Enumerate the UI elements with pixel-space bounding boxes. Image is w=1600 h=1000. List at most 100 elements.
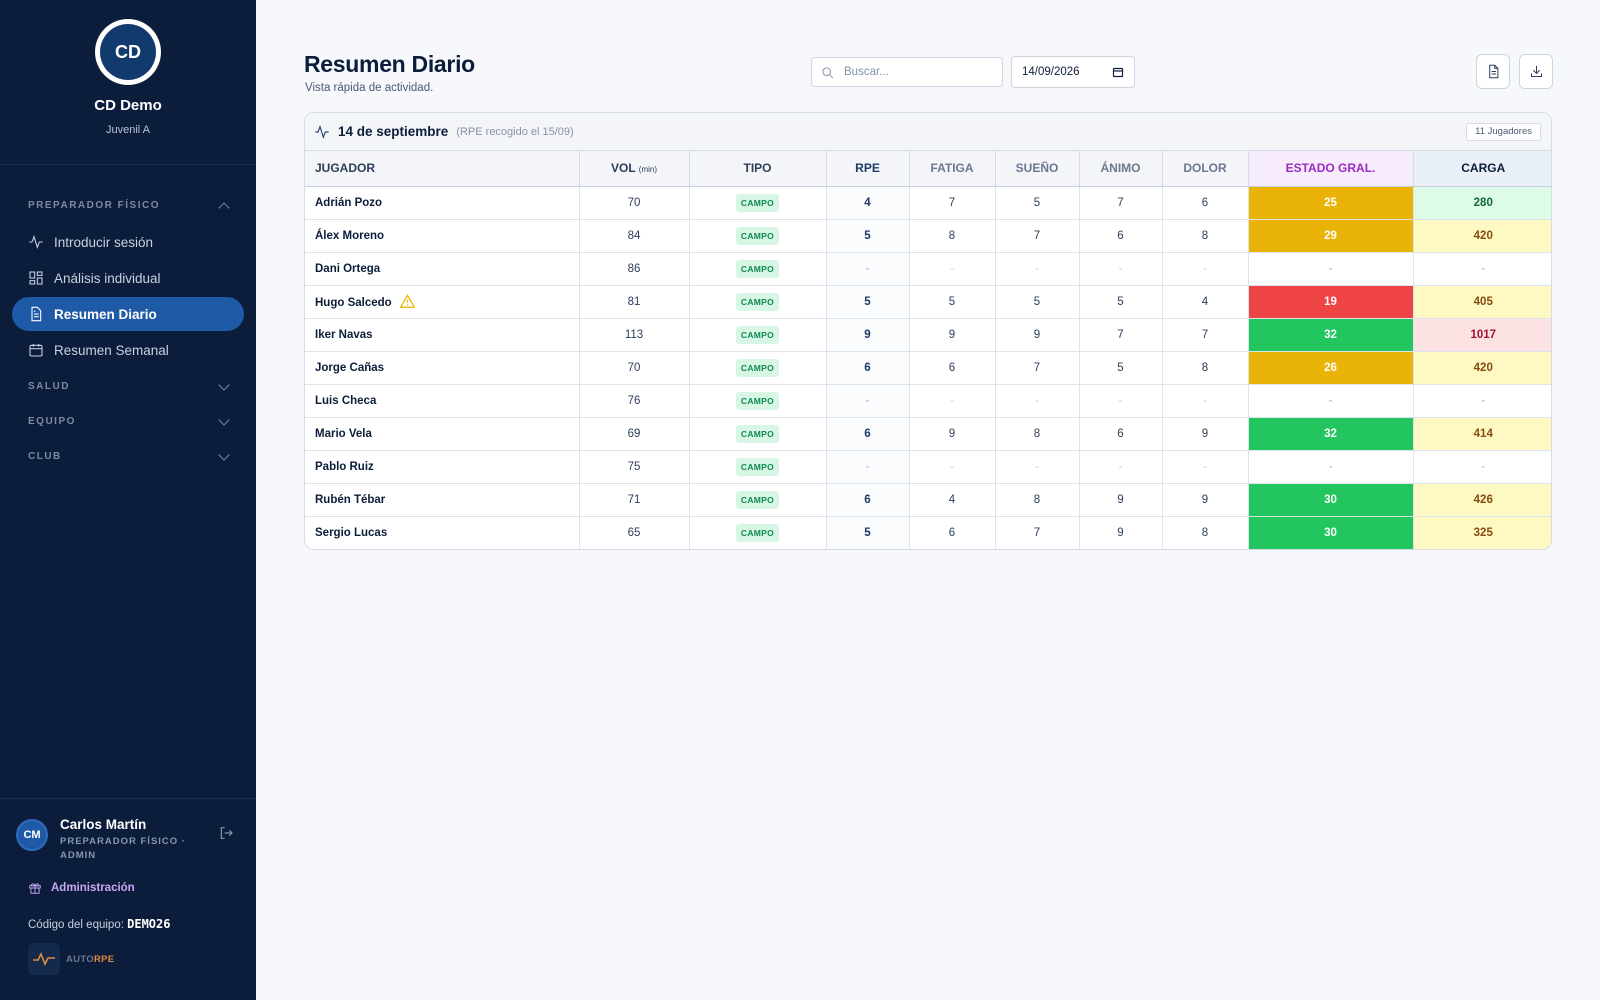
download-button[interactable] — [1519, 54, 1553, 89]
sidebar-item-resumen-diario[interactable]: Resumen Diario — [12, 297, 244, 331]
col-animo[interactable]: ÁNIMO — [1079, 151, 1163, 187]
col-rpe[interactable]: RPE — [826, 151, 910, 187]
col-jugador[interactable]: JUGADOR — [305, 151, 580, 187]
table-row[interactable]: Hugo Salcedo 81 CAMPO 5 5 5 5 4 19 405 — [305, 285, 1551, 319]
player-name-cell[interactable]: Mario Vela — [305, 417, 580, 451]
table-row[interactable]: Álex Moreno 84 CAMPO 5 8 7 6 8 29 420 — [305, 219, 1551, 253]
activity-icon — [315, 124, 329, 139]
table-row[interactable]: Adrián Pozo 70 CAMPO 4 7 5 7 6 25 280 — [305, 186, 1551, 220]
tipo-cell: CAMPO — [689, 318, 827, 352]
table-row[interactable]: Rubén Tébar 71 CAMPO 6 4 8 9 9 30 426 — [305, 483, 1551, 517]
table-row[interactable]: Luis Checa 76 CAMPO - - - - - - - — [305, 384, 1551, 418]
vol-cell: 75 — [579, 450, 690, 484]
tipo-cell: CAMPO — [689, 384, 827, 418]
col-carga[interactable]: CARGA — [1413, 151, 1551, 187]
col-fatiga[interactable]: FATIGA — [909, 151, 996, 187]
player-name: Hugo Salcedo — [315, 297, 392, 309]
search-box[interactable] — [811, 57, 1003, 87]
tipo-cell: CAMPO — [689, 186, 827, 220]
col-sueno[interactable]: SUEÑO — [995, 151, 1080, 187]
table-row[interactable]: Sergio Lucas 65 CAMPO 5 6 7 9 8 30 325 — [305, 516, 1551, 549]
animo-cell: 9 — [1079, 516, 1163, 549]
team-code-label: Código del equipo: — [28, 919, 124, 931]
carga-cell: - — [1413, 384, 1551, 418]
section-preparador[interactable]: PREPARADOR FÍSICO — [0, 188, 256, 223]
sidebar-item-resumen-semanal[interactable]: Resumen Semanal — [12, 333, 244, 367]
date-picker[interactable]: 14/09/2026 — [1011, 56, 1135, 88]
page-title: Resumen Diario — [304, 51, 475, 77]
player-name-cell[interactable]: Álex Moreno — [305, 219, 580, 253]
admin-link-label: Administración — [51, 882, 135, 894]
rpe-cell: - — [826, 450, 910, 484]
table-row[interactable]: Mario Vela 69 CAMPO 6 9 8 6 9 32 414 — [305, 417, 1551, 451]
player-name-cell[interactable]: Rubén Tébar — [305, 483, 580, 517]
animo-cell: 7 — [1079, 318, 1163, 352]
fatiga-cell: 7 — [909, 186, 996, 220]
player-name-cell[interactable]: Hugo Salcedo — [305, 285, 580, 319]
carga-cell: 1017 — [1413, 318, 1551, 352]
section-salud[interactable]: SALUD — [0, 369, 256, 404]
player-name-cell[interactable]: Luis Checa — [305, 384, 580, 418]
pdf-report-button[interactable] — [1476, 54, 1510, 89]
player-name-cell[interactable]: Dani Ortega — [305, 252, 580, 286]
session-type-badge: CAMPO — [735, 358, 780, 377]
vol-cell: 84 — [579, 219, 690, 253]
tipo-cell: CAMPO — [689, 516, 827, 549]
tipo-cell: CAMPO — [689, 219, 827, 253]
col-tipo[interactable]: TIPO — [689, 151, 827, 187]
chevron-down-icon — [218, 413, 230, 426]
session-type-badge: CAMPO — [735, 325, 780, 344]
document-icon — [31, 306, 42, 322]
col-vol[interactable]: VOL (min) — [579, 151, 690, 187]
rpe-cell: 6 — [826, 483, 910, 517]
rpe-cell: 4 — [826, 186, 910, 220]
vol-cell: 71 — [579, 483, 690, 517]
vol-cell: 70 — [579, 186, 690, 220]
sidebar-item-analisis-individual[interactable]: Análisis individual — [12, 261, 244, 295]
logout-icon[interactable] — [218, 825, 234, 841]
sidebar-item-introducir-sesion[interactable]: Introducir sesión — [12, 225, 244, 259]
calendar-icon[interactable] — [1112, 66, 1124, 78]
section-club[interactable]: CLUB — [0, 439, 256, 474]
estado-cell: 26 — [1248, 351, 1414, 385]
rpe-cell: 6 — [826, 351, 910, 385]
section-equipo-label: EQUIPO — [28, 416, 76, 427]
estado-cell: 30 — [1248, 483, 1414, 517]
player-name-cell[interactable]: Adrián Pozo — [305, 186, 580, 220]
table-row[interactable]: Jorge Cañas 70 CAMPO 6 6 7 5 8 26 420 — [305, 351, 1551, 385]
sueno-cell: 8 — [995, 483, 1080, 517]
section-equipo[interactable]: EQUIPO — [0, 404, 256, 439]
estado-cell: 25 — [1248, 186, 1414, 220]
player-name: Pablo Ruiz — [315, 460, 374, 473]
sueno-cell: 9 — [995, 318, 1080, 352]
fatiga-cell: 6 — [909, 516, 996, 549]
player-name-cell[interactable]: Jorge Cañas — [305, 351, 580, 385]
player-name-cell[interactable]: Iker Navas — [305, 318, 580, 352]
chevron-down-icon — [218, 448, 230, 461]
estado-cell: 29 — [1248, 219, 1414, 253]
table-row[interactable]: Iker Navas 113 CAMPO 9 9 9 7 7 32 1017 — [305, 318, 1551, 352]
estado-cell: 19 — [1248, 285, 1414, 319]
page-subtitle: Vista rápida de actividad. — [305, 82, 434, 94]
search-input[interactable] — [844, 66, 994, 78]
carga-cell: 280 — [1413, 186, 1551, 220]
admin-link[interactable]: Administración — [28, 881, 240, 895]
table-row[interactable]: Dani Ortega 86 CAMPO - - - - - - - — [305, 252, 1551, 286]
player-name-cell[interactable]: Pablo Ruiz — [305, 450, 580, 484]
carga-cell: - — [1413, 252, 1551, 286]
animo-cell: 6 — [1079, 219, 1163, 253]
player-name: Sergio Lucas — [315, 526, 388, 539]
player-name-cell[interactable]: Sergio Lucas — [305, 516, 580, 549]
user-panel: CM Carlos Martín PREPARADOR FÍSICO · ADM… — [0, 798, 256, 993]
player-name: Luis Checa — [315, 394, 377, 407]
col-estado[interactable]: ESTADO GRAL. — [1248, 151, 1414, 187]
col-dolor[interactable]: DOLOR — [1162, 151, 1249, 187]
player-name: Iker Navas — [315, 328, 373, 341]
table-row[interactable]: Pablo Ruiz 75 CAMPO - - - - - - - — [305, 450, 1551, 484]
player-name: Mario Vela — [315, 427, 372, 440]
player-name: Adrián Pozo — [315, 196, 383, 209]
fatiga-cell: 9 — [909, 318, 996, 352]
grid-icon — [29, 271, 43, 285]
sueno-cell: 5 — [995, 285, 1080, 319]
daily-summary-table: JUGADOR VOL (min) TIPO RPE FATIGA SUEÑO … — [305, 151, 1551, 549]
